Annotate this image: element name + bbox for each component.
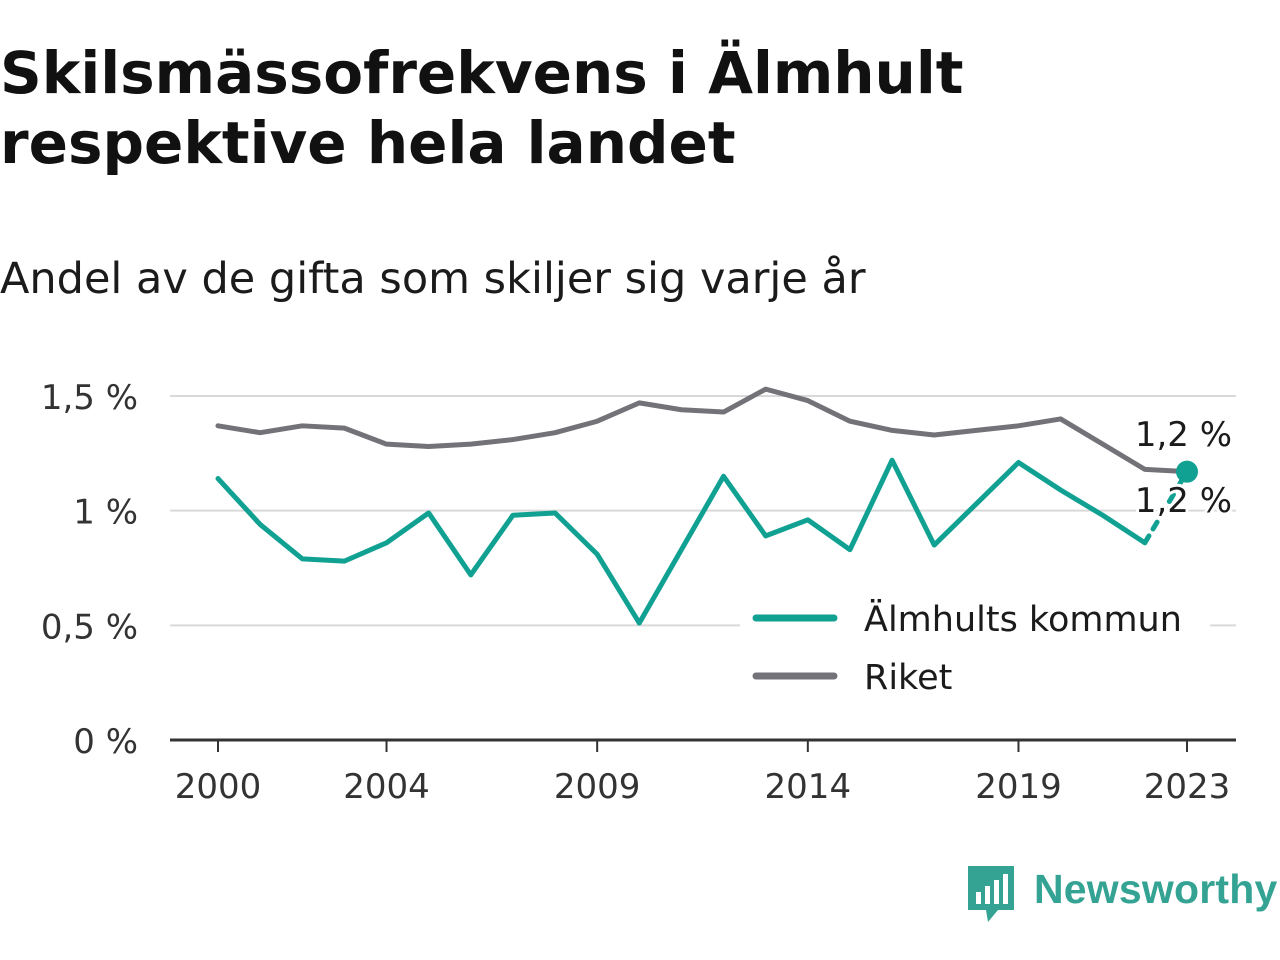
- x-tick-label: 2004: [343, 767, 430, 807]
- y-tick-label: 0,5 %: [41, 607, 138, 647]
- y-tick-label: 1 %: [73, 493, 138, 533]
- x-tick-label: 2019: [975, 767, 1062, 807]
- brand-name: Newsworthy: [1034, 866, 1278, 912]
- chart-title: Skilsmässofrekvens i Älmhult respektive …: [0, 39, 964, 177]
- series-line-almhult: [215, 457, 1148, 626]
- x-tick-label: 2009: [554, 767, 641, 807]
- data-label-almhult-end: 1,2 %: [1135, 481, 1232, 521]
- y-tick-label: 0 %: [73, 722, 138, 762]
- chart-subtitle: Andel av de gifta som skiljer sig varje …: [0, 254, 866, 304]
- series-end-point: [1176, 460, 1198, 483]
- data-label-riket-end: 1,2 %: [1135, 415, 1232, 455]
- brand-logo: Newsworthy: [964, 862, 1280, 926]
- legend-label-0: Älmhults kommun: [864, 598, 1182, 640]
- series-line-riket: [215, 386, 1190, 475]
- x-tick-label: 2014: [765, 767, 852, 807]
- x-tick-label: 2000: [175, 767, 262, 807]
- legend-background: [740, 592, 1210, 704]
- x-tick-label: 2023: [1144, 767, 1231, 807]
- series-line-almhult-projection: [1142, 469, 1190, 546]
- legend-label-1: Riket: [864, 658, 952, 698]
- newsworthy-logo-icon: [968, 866, 1014, 922]
- y-tick-label: 1,5 %: [41, 378, 138, 418]
